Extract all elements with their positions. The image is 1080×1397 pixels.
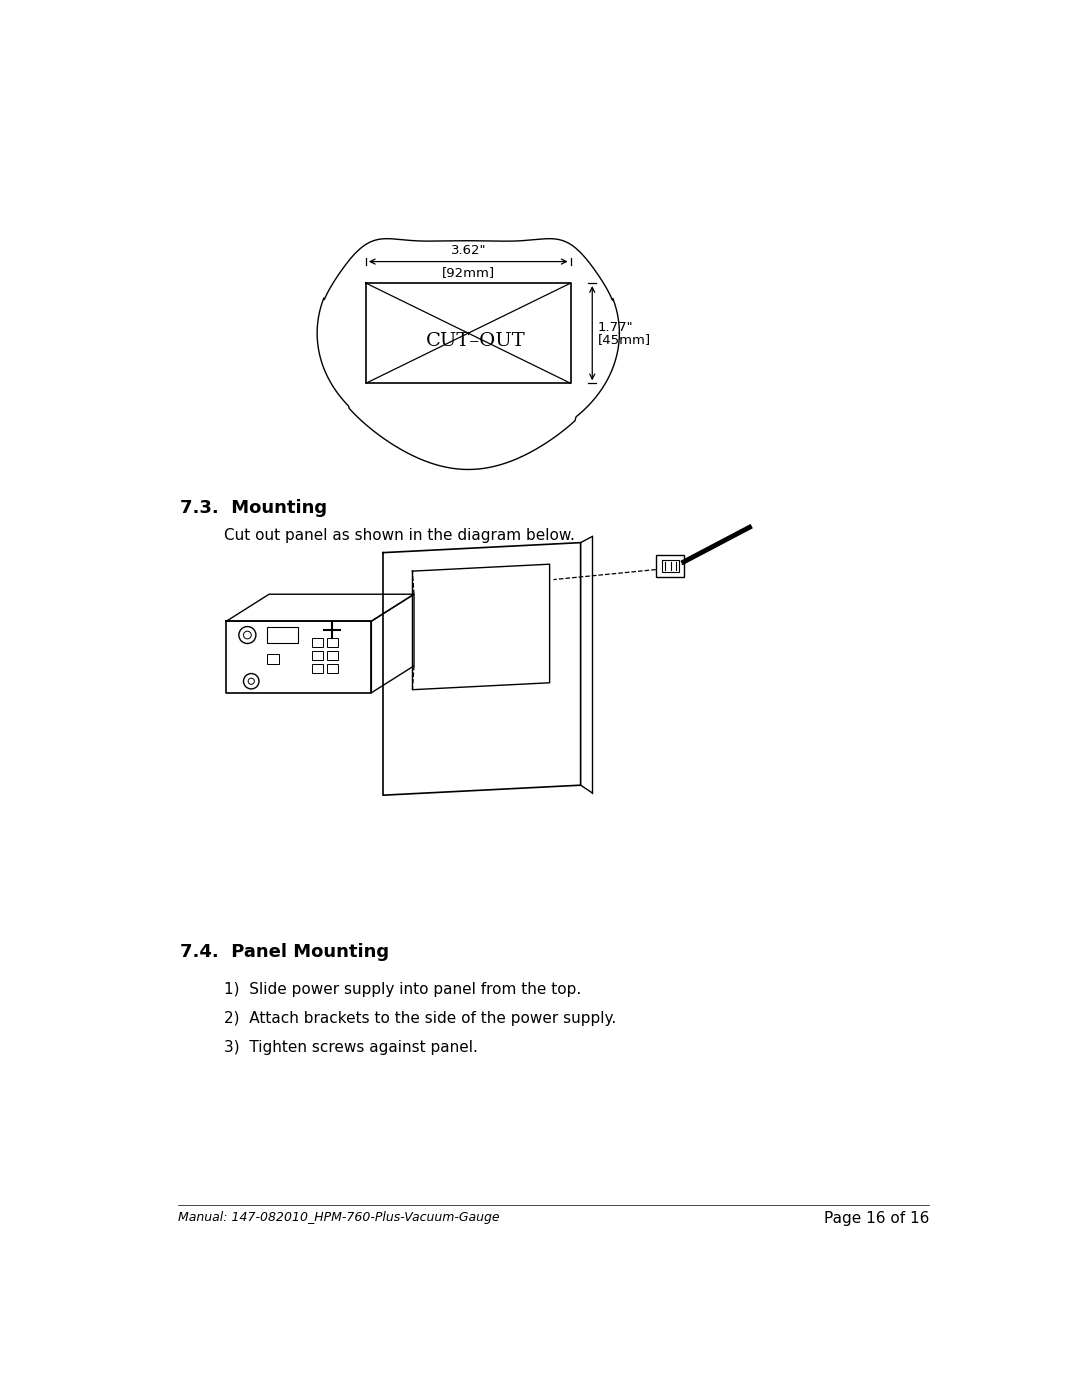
Bar xyxy=(327,638,338,647)
Text: Manual: 147-082010_HPM-760-Plus-Vacuum-Gauge: Manual: 147-082010_HPM-760-Plus-Vacuum-G… xyxy=(177,1211,499,1224)
Text: 1.77": 1.77" xyxy=(597,320,633,334)
Bar xyxy=(327,651,338,659)
Text: [45mm]: [45mm] xyxy=(597,332,651,346)
Bar xyxy=(327,665,338,673)
Bar xyxy=(267,654,279,664)
Text: 7.3.  Mounting: 7.3. Mounting xyxy=(180,499,327,517)
Bar xyxy=(312,638,323,647)
Text: [92mm]: [92mm] xyxy=(442,267,495,279)
Text: Page 16 of 16: Page 16 of 16 xyxy=(824,1211,930,1227)
Text: Cut out panel as shown in the diagram below.: Cut out panel as shown in the diagram be… xyxy=(225,528,575,543)
Text: 3.62": 3.62" xyxy=(450,244,486,257)
Text: 3)  Tighten screws against panel.: 3) Tighten screws against panel. xyxy=(225,1039,478,1055)
Bar xyxy=(312,665,323,673)
Bar xyxy=(267,627,298,643)
Text: CUT–OUT: CUT–OUT xyxy=(427,332,526,349)
Bar xyxy=(312,651,323,659)
Text: 1)  Slide power supply into panel from the top.: 1) Slide power supply into panel from th… xyxy=(225,982,581,996)
Text: 7.4.  Panel Mounting: 7.4. Panel Mounting xyxy=(180,943,389,961)
Text: 2)  Attach brackets to the side of the power supply.: 2) Attach brackets to the side of the po… xyxy=(225,1011,617,1025)
